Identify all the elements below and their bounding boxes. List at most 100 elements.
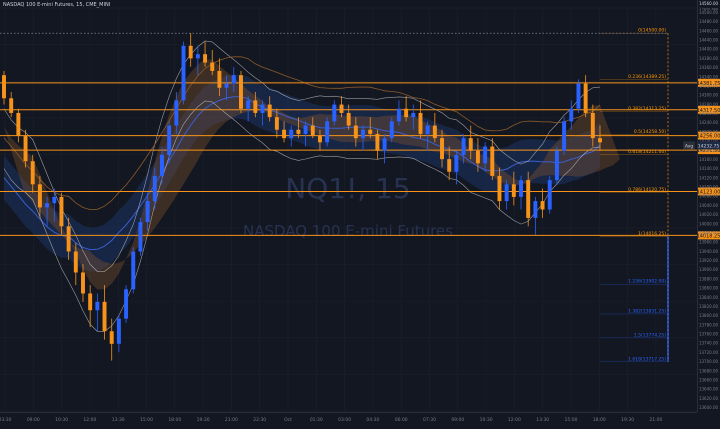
fib-level-label: 1.236(13902.00) bbox=[628, 279, 666, 285]
price-axis-label: 13720.00 bbox=[699, 350, 719, 355]
fib-level-label: 1(14016.25) bbox=[638, 231, 666, 237]
time-axis-label: 19:30 bbox=[621, 417, 634, 423]
horizontal-levels[interactable]: 14381.75 14317.50 14256.00 14221.50 14123.00… bbox=[0, 78, 720, 240]
candles[interactable] bbox=[2, 33, 602, 361]
candle bbox=[540, 188, 545, 218]
time-axis-label: 10:30 bbox=[55, 417, 68, 423]
price-axis-label: 14320.00 bbox=[699, 83, 719, 88]
time-axis[interactable]: 03:30 09:00 10:30 12:00 13:30 15:00 18:00 19:30… bbox=[0, 417, 663, 423]
level-price-tag: 14221.50 bbox=[697, 146, 720, 155]
level-price-tag: 14123.00 bbox=[697, 187, 720, 196]
top-right-value: 14560.00 bbox=[699, 1, 719, 6]
price-axis-label: 13920.00 bbox=[699, 258, 719, 263]
candle-body bbox=[59, 196, 64, 227]
candle bbox=[81, 264, 85, 302]
level-price-text: 14221.50 bbox=[697, 148, 720, 154]
cloud-band bbox=[4, 59, 620, 290]
candle-body bbox=[554, 150, 559, 181]
candle bbox=[454, 150, 459, 185]
watermark-ticker: NQ1!, 15 bbox=[285, 172, 410, 205]
level-price-text: 14123.00 bbox=[697, 189, 720, 195]
price-axis-label: 14380.00 bbox=[699, 56, 719, 61]
candle-body bbox=[411, 112, 416, 118]
price-axis-label: 14500.00 bbox=[699, 10, 719, 15]
candle-body bbox=[475, 150, 480, 164]
candle-body bbox=[590, 112, 595, 139]
candle bbox=[475, 138, 480, 172]
candle-body bbox=[447, 159, 452, 172]
price-axis-label: 13940.00 bbox=[699, 249, 719, 254]
candle bbox=[9, 91, 14, 118]
price-axis[interactable]: 14500.00 14480.00 14460.00 14440.00 14400.00… bbox=[683, 1, 720, 410]
price-axis-label: 13620.00 bbox=[699, 396, 719, 401]
time-axis-label: 07:30 bbox=[423, 417, 436, 423]
candle-body bbox=[490, 146, 495, 176]
candle-body bbox=[203, 54, 208, 63]
time-axis-label: 01:30 bbox=[310, 417, 323, 423]
price-axis-label: 14240.00 bbox=[699, 120, 719, 125]
candle-body bbox=[425, 125, 430, 134]
candle-body bbox=[533, 201, 538, 218]
candle-body bbox=[418, 112, 423, 134]
time-axis-label: 03:30 bbox=[0, 417, 12, 423]
price-axis-label: 13980.00 bbox=[699, 230, 719, 235]
candle-body bbox=[317, 136, 322, 143]
price-axis-label: 13640.00 bbox=[699, 387, 719, 392]
candle-body bbox=[231, 75, 236, 84]
candle-body bbox=[238, 75, 243, 109]
candle bbox=[317, 129, 322, 151]
candle bbox=[325, 117, 330, 147]
candle bbox=[174, 91, 179, 134]
level-price-text: 14018.25 bbox=[697, 233, 720, 239]
time-axis-label: 06:00 bbox=[395, 417, 408, 423]
candle bbox=[267, 96, 272, 122]
price-axis-label: 14200.00 bbox=[699, 139, 719, 144]
price-axis-label: 14180.00 bbox=[699, 148, 719, 153]
time-axis-label: 09:00 bbox=[27, 417, 40, 423]
candle bbox=[418, 100, 423, 139]
candle bbox=[246, 96, 251, 122]
candle-body bbox=[576, 83, 581, 109]
candle-body bbox=[497, 175, 502, 202]
watermark-name: NASDAQ 100 E-mini Futures bbox=[243, 222, 453, 240]
candle-body bbox=[210, 62, 215, 71]
candle bbox=[533, 196, 538, 235]
candle bbox=[490, 138, 495, 181]
candle-body bbox=[16, 112, 21, 137]
fib-extension[interactable]: 0(14500.00) 0.236(14389.25) 0.382(14313.25… bbox=[0, 28, 669, 363]
candle-body bbox=[511, 184, 516, 197]
fib-level-label: 0(14500.00) bbox=[638, 28, 666, 34]
price-axis-label: 14160.00 bbox=[699, 157, 719, 162]
ma-line bbox=[3, 96, 601, 251]
avg-tag-text: Avg bbox=[685, 143, 693, 149]
time-axis-label: 13:30 bbox=[112, 417, 125, 423]
price-axis-label: 14260.00 bbox=[699, 111, 719, 116]
candle bbox=[16, 108, 21, 143]
candle bbox=[52, 188, 57, 223]
candle bbox=[583, 75, 588, 118]
price-axis-panel[interactable] bbox=[697, 0, 720, 412]
candle-body bbox=[569, 108, 574, 122]
candle-body bbox=[303, 125, 308, 134]
candle bbox=[217, 58, 222, 97]
symbol-legend[interactable]: NASDAQ 100 E-mini Futures, 15, CME_MINI bbox=[3, 2, 111, 8]
price-axis-label: 13880.00 bbox=[699, 276, 719, 281]
candle bbox=[576, 79, 581, 113]
candle-body bbox=[540, 201, 545, 210]
candle bbox=[346, 104, 351, 130]
level-price-text: 14381.75 bbox=[697, 81, 720, 87]
current-price-tag: 14232.75 bbox=[697, 141, 720, 150]
candle bbox=[66, 217, 71, 260]
candle bbox=[425, 121, 430, 151]
time-axis-panel[interactable] bbox=[0, 412, 697, 426]
envelope-lower bbox=[3, 100, 601, 332]
time-axis-label: 18:00 bbox=[593, 417, 606, 423]
time-axis-label: 09:00 bbox=[451, 417, 464, 423]
avg-tag: Avg bbox=[683, 141, 695, 150]
candle-body bbox=[332, 104, 337, 122]
time-axis-label: 12:00 bbox=[508, 417, 521, 423]
candle-body bbox=[483, 146, 488, 164]
candle-body bbox=[583, 83, 588, 113]
